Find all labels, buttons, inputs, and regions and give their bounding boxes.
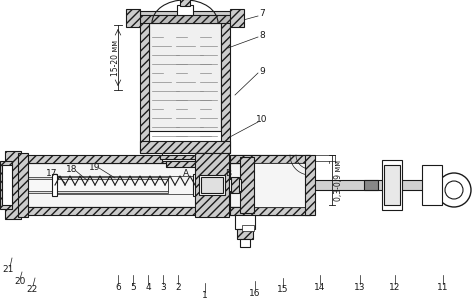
Bar: [237, 229, 253, 239]
Text: 4: 4: [145, 282, 151, 292]
Bar: [28, 179, 168, 191]
Text: 16: 16: [249, 289, 261, 297]
Bar: [438, 177, 458, 193]
Bar: [240, 157, 254, 213]
Text: 19: 19: [89, 162, 101, 171]
Bar: [160, 155, 210, 159]
Bar: [384, 165, 400, 205]
Bar: [199, 175, 225, 195]
Text: 6: 6: [115, 282, 121, 292]
Bar: [240, 239, 250, 247]
Bar: [235, 215, 255, 229]
Bar: [193, 174, 198, 196]
Text: 12: 12: [389, 282, 401, 292]
Text: 1: 1: [202, 290, 208, 300]
Bar: [195, 153, 229, 217]
Bar: [230, 9, 244, 27]
Bar: [10, 155, 310, 163]
Bar: [18, 153, 28, 217]
Text: 9: 9: [259, 68, 265, 76]
Text: 3: 3: [160, 282, 166, 292]
Bar: [382, 160, 402, 210]
Text: 2: 2: [175, 282, 181, 292]
Bar: [254, 163, 309, 207]
Bar: [5, 151, 21, 219]
Bar: [140, 19, 149, 153]
Bar: [134, 13, 236, 23]
Text: 22: 22: [27, 285, 37, 293]
Bar: [52, 174, 57, 196]
Bar: [229, 179, 241, 191]
Circle shape: [445, 181, 463, 199]
Bar: [422, 165, 442, 205]
Bar: [177, 5, 193, 15]
Text: 5: 5: [130, 282, 136, 292]
Bar: [230, 207, 310, 215]
Bar: [140, 141, 230, 153]
Text: 15-20 мм: 15-20 мм: [111, 39, 120, 76]
Bar: [230, 155, 310, 163]
Bar: [166, 161, 204, 167]
Text: 17: 17: [46, 169, 58, 177]
Text: 0,3-0,9 мм: 0,3-0,9 мм: [334, 159, 343, 200]
Bar: [140, 11, 230, 15]
Text: 21: 21: [2, 266, 14, 274]
Text: B: B: [225, 169, 231, 177]
Bar: [162, 153, 208, 161]
Text: 10: 10: [256, 115, 268, 125]
Bar: [201, 177, 223, 193]
Bar: [149, 23, 221, 131]
Bar: [221, 19, 230, 153]
Text: 8: 8: [259, 31, 265, 39]
Bar: [242, 225, 254, 231]
Bar: [231, 177, 239, 193]
Bar: [2, 165, 12, 205]
Circle shape: [437, 173, 471, 207]
Text: 13: 13: [354, 282, 366, 292]
Text: 11: 11: [437, 282, 449, 292]
Bar: [10, 207, 310, 215]
Bar: [10, 163, 310, 207]
Bar: [0, 161, 12, 209]
Bar: [28, 177, 168, 193]
Bar: [364, 180, 378, 190]
Text: 7: 7: [259, 9, 265, 18]
Bar: [230, 163, 310, 207]
Bar: [314, 180, 424, 190]
Bar: [126, 9, 140, 27]
Text: A: A: [183, 169, 189, 177]
Text: 20: 20: [14, 278, 26, 286]
Bar: [180, 0, 190, 6]
Text: 15: 15: [277, 285, 289, 294]
Text: 18: 18: [66, 166, 78, 174]
Bar: [305, 155, 315, 215]
Text: 14: 14: [314, 282, 326, 292]
